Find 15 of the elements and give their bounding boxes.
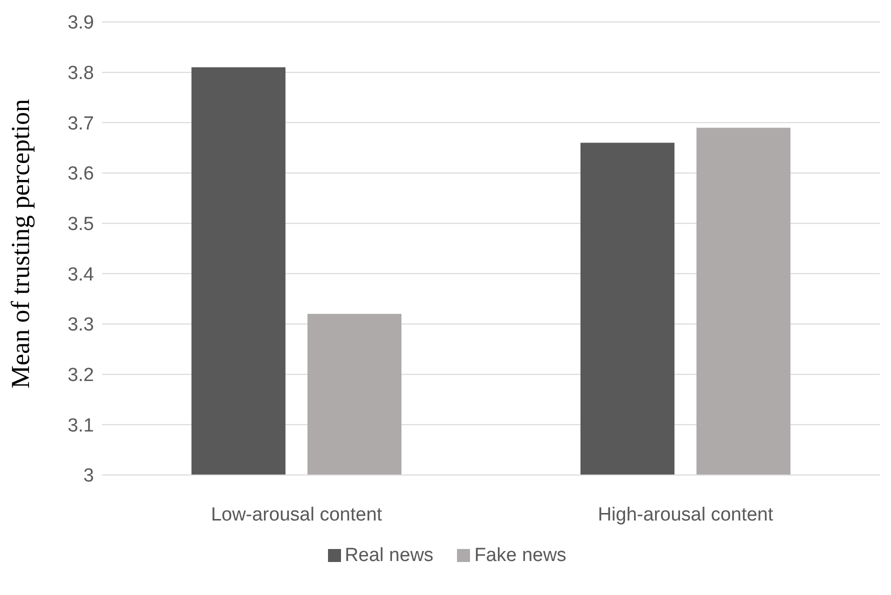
legend-label: Fake news [474,545,566,566]
y-tick-label: 3.6 [68,164,94,185]
y-tick-label: 3.3 [68,314,94,336]
x-tick-label: High-arousal content [598,504,774,526]
y-tick-label: 3.8 [68,63,94,84]
y-tick-label: 3.4 [68,264,94,286]
y-tick-label: 3.9 [68,12,94,34]
y-tick-label: 3.1 [68,415,94,436]
y-tick-label: 3.5 [68,214,94,236]
y-tick-label: 3 [83,466,94,487]
y-tick-label: 3.7 [68,113,94,134]
x-tick-label: Low-arousal content [210,504,383,526]
legend-label: Real news [344,545,434,566]
y-tick-label: 3.2 [68,365,94,386]
y-axis-title: Mean of trusting perception [6,98,36,388]
